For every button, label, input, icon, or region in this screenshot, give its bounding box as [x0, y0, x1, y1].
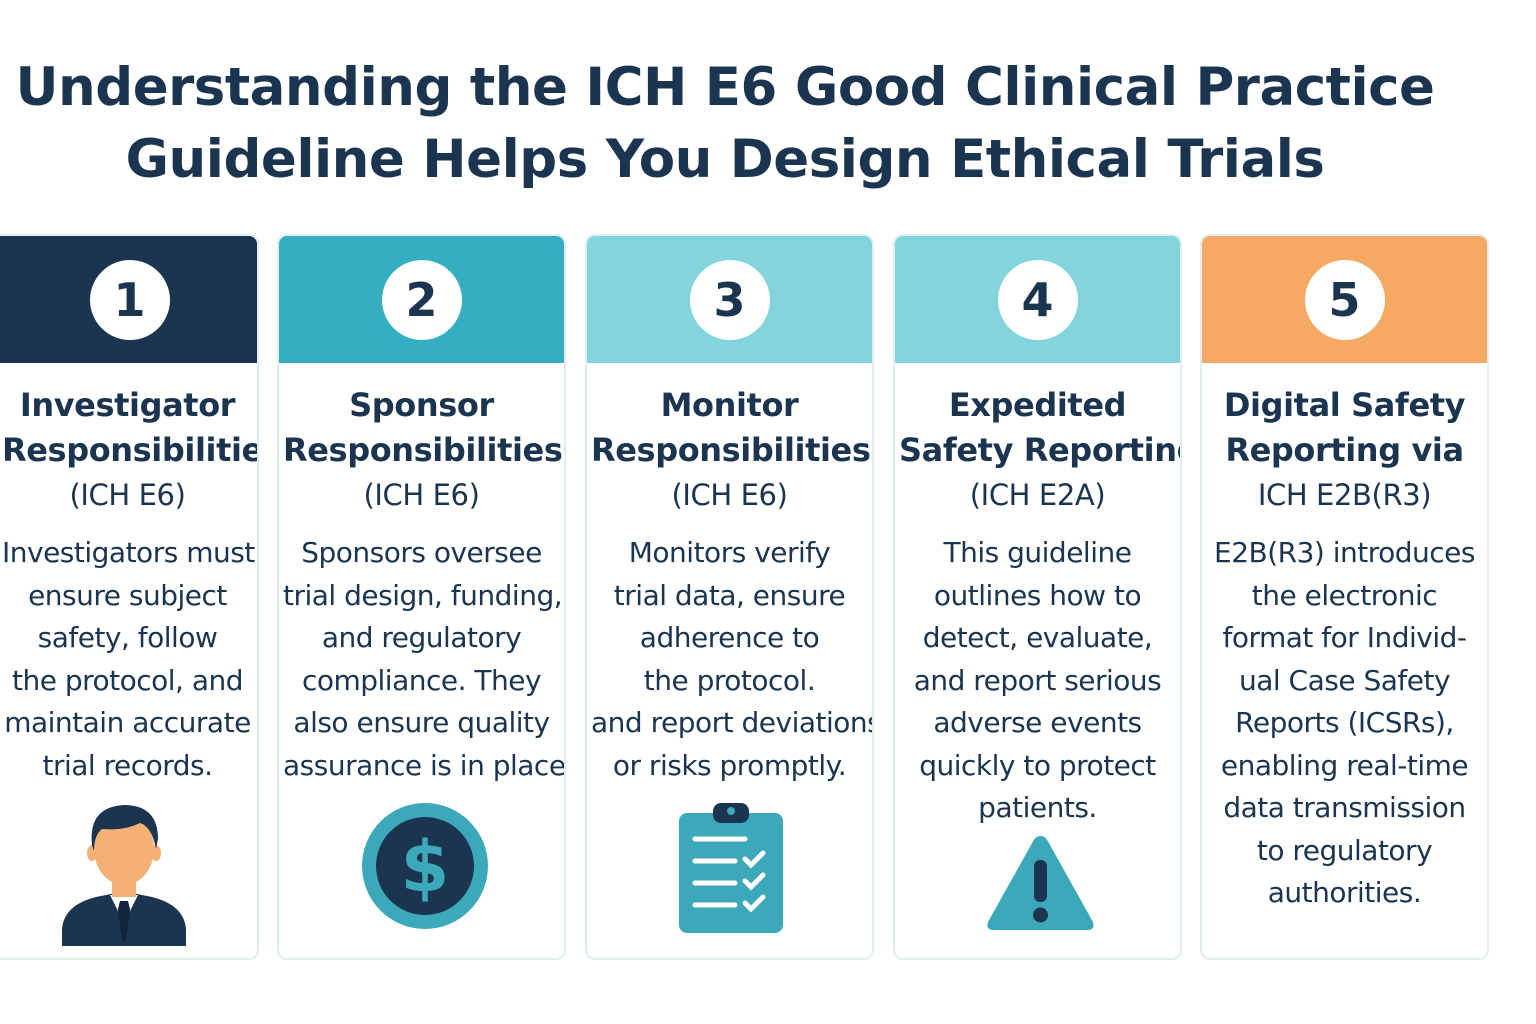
card-body-line: or risks promptly.: [612, 748, 847, 782]
step-number: 2: [381, 259, 462, 340]
card-header: 3: [587, 236, 872, 363]
card-header: 1: [0, 236, 257, 363]
card-title: Sponsor Responsibilities (ICH E6): [279, 383, 564, 518]
card-body-line: the protocol.: [643, 663, 816, 697]
card-body-line: ensure subject: [28, 578, 227, 612]
card-subtitle: (ICH E2A): [969, 478, 1106, 512]
card-body-line: outlines how to: [933, 578, 1142, 612]
card-body-line: the electronic: [1251, 578, 1438, 612]
card-body-line: compliance. They: [301, 663, 542, 697]
card-title-line: Expedited: [948, 386, 1127, 424]
warning-triangle-icon: [987, 836, 1094, 930]
card-sponsor: 2 Sponsor Responsibilities (ICH E6) Spon…: [277, 234, 566, 960]
card-body-line: quickly to protect: [919, 748, 1156, 782]
card-title-line: Responsibilities: [283, 431, 563, 469]
step-number: 4: [997, 259, 1078, 340]
card-subtitle: (ICH E6): [671, 478, 788, 512]
card-header: 2: [279, 236, 564, 363]
card-body-line: and report deviations: [591, 706, 874, 739]
card-title-line: Safety Reporting: [899, 431, 1182, 469]
card-monitor: 3 Monitor Responsibilities (ICH E6) Moni…: [585, 234, 874, 960]
card-body-line: data transmission: [1223, 791, 1466, 824]
card-body-line: format for Individ-: [1222, 621, 1467, 654]
card-title-line: Responsibilities: [2, 431, 259, 469]
card-title-line: Investigator: [19, 386, 236, 424]
card-body-line: also ensure quality: [293, 706, 550, 739]
step-number: 5: [1304, 259, 1385, 340]
step-number: 3: [689, 259, 770, 340]
card-expedited-safety: 4 Expedited Safety Reporting (ICH E2A) T…: [893, 234, 1182, 960]
card-body-line: trial design, funding,: [283, 578, 563, 612]
card-title: Investigator Responsibilities (ICH E6): [0, 383, 257, 518]
card-body-line: and report serious: [913, 663, 1162, 697]
card-body-line: Sponsors oversee: [301, 536, 542, 569]
card-description: This guideline outlines how to detect, e…: [895, 532, 1180, 830]
card-title: Expedited Safety Reporting (ICH E2A): [895, 383, 1180, 518]
clipboard-checklist-icon: [679, 803, 783, 933]
svg-text:$: $: [401, 826, 450, 908]
dollar-coin-icon: $: [362, 803, 488, 929]
card-title-line: Monitor: [660, 386, 799, 424]
card-body-line: trial records.: [42, 748, 213, 782]
card-title-line: Responsibilities: [591, 431, 871, 469]
card-description: Sponsors oversee trial design, funding, …: [279, 532, 564, 787]
card-body-line: adverse events: [933, 706, 1142, 739]
card-body-line: enabling real-time: [1220, 748, 1469, 782]
card-digital-safety: 5 Digital Safety Reporting via ICH E2B(R…: [1200, 234, 1489, 960]
card-body-line: Investigators must: [2, 536, 255, 569]
title-line-1: Understanding the ICH E6 Good Clinical P…: [15, 57, 1436, 118]
step-number: 1: [89, 259, 170, 340]
card-body-line: detect, evaluate,: [922, 621, 1153, 654]
card-subtitle: (ICH E6): [69, 478, 186, 512]
card-title: Monitor Responsibilities (ICH E6): [587, 383, 872, 518]
card-body-line: to regulatory: [1256, 833, 1433, 867]
card-body-line: patients.: [978, 791, 1097, 824]
card-body-line: maintain accurate: [4, 706, 251, 739]
page-title: Understanding the ICH E6 Good Clinical P…: [0, 52, 1450, 196]
card-body-line: Monitors verify: [628, 536, 831, 569]
card-investigator: 1 Investigator Responsibilities (ICH E6)…: [0, 234, 259, 960]
title-line-2: Guideline Helps You Design Ethical Trial…: [125, 129, 1325, 190]
card-body-line: assurance is in place: [283, 748, 566, 782]
card-body-line: This guideline: [943, 536, 1132, 569]
card-subtitle: ICH E2B(R3): [1257, 478, 1432, 512]
card-description: Monitors verify trial data, ensure adher…: [587, 532, 872, 787]
card-title-line: Digital Safety: [1223, 386, 1466, 424]
card-header: 5: [1202, 236, 1487, 363]
card-body-line: ual Case Safety: [1238, 663, 1451, 697]
card-body-line: Reports (ICSRs),: [1235, 706, 1454, 739]
card-body-line: authorities.: [1267, 876, 1422, 909]
card-body-line: trial data, ensure: [613, 578, 846, 612]
card-description: Investigators must ensure subject safety…: [0, 532, 257, 787]
card-title-line: Sponsor: [349, 386, 494, 424]
card-body-line: and regulatory: [321, 621, 522, 654]
card-subtitle: (ICH E6): [363, 478, 480, 512]
card-title-line: Reporting via: [1225, 431, 1464, 469]
card-body-line: safety, follow: [37, 621, 218, 654]
card-body-line: E2B(R3) introduces: [1214, 536, 1476, 569]
card-header: 4: [895, 236, 1180, 363]
card-description: E2B(R3) introduces the electronic format…: [1202, 532, 1487, 915]
investigator-person-icon: [62, 805, 186, 946]
card-title: Digital Safety Reporting via ICH E2B(R3): [1202, 383, 1487, 518]
card-body-line: the protocol, and: [11, 663, 244, 697]
card-body-line: adherence to: [639, 621, 820, 654]
